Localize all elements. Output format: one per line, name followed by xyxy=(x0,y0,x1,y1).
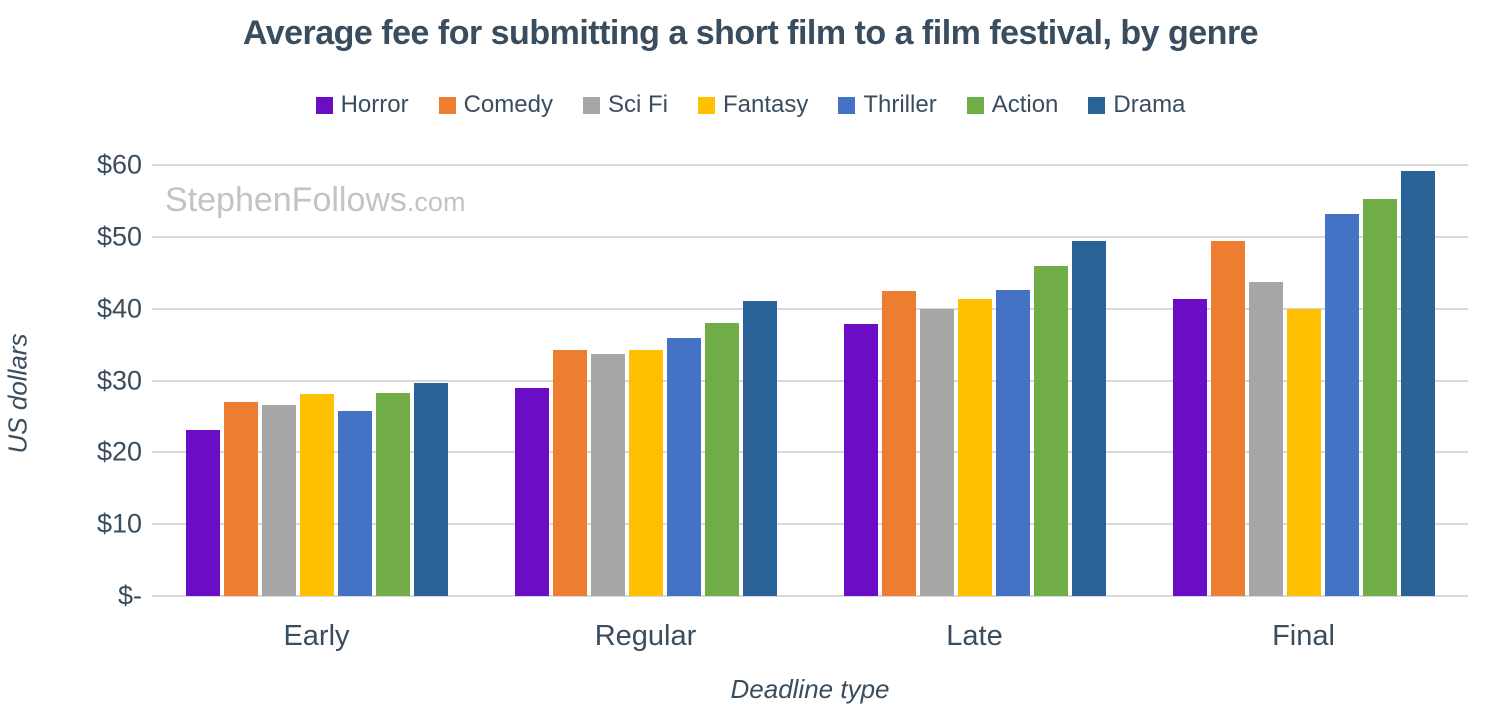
watermark: StephenFollows.com xyxy=(165,181,465,220)
legend-item-horror: Horror xyxy=(315,91,409,119)
x-tick-label-early: Early xyxy=(283,620,350,652)
bar-drama-final xyxy=(1400,170,1435,596)
bar-action-early xyxy=(375,393,410,596)
bar-drama-early xyxy=(413,383,448,596)
bar-fantasy-late xyxy=(957,298,992,596)
x-axis-title: Deadline type xyxy=(730,674,890,704)
gridline-60 xyxy=(152,164,1468,166)
bar-comedy-early xyxy=(223,402,258,596)
y-tick-label-0: $- xyxy=(117,580,142,611)
bar-horror-regular xyxy=(514,388,549,596)
bar-fantasy-regular xyxy=(628,349,663,596)
bar-group-late xyxy=(843,165,1106,596)
legend-label: Fantasy xyxy=(722,91,809,118)
gridline-40 xyxy=(152,307,1468,310)
legend-label: Sci Fi xyxy=(607,91,668,118)
y-axis-title: US dollars xyxy=(2,333,33,454)
chart-title: Average fee for submitting a short film … xyxy=(242,14,1259,52)
gridline-0 xyxy=(152,595,1468,597)
y-tick-label-50: $50 xyxy=(96,221,142,252)
bar-thriller-early xyxy=(337,410,372,596)
legend-swatch-icon xyxy=(438,96,456,114)
bar-comedy-late xyxy=(881,291,916,596)
legend-swatch-icon xyxy=(966,96,984,114)
bar-fantasy-final xyxy=(1286,309,1321,596)
legend: Horror Comedy Sci Fi Fantasy Thriller Action D… xyxy=(0,91,1501,119)
gridline-10 xyxy=(152,523,1468,526)
legend-label: Horror xyxy=(340,91,409,118)
bar-group-final xyxy=(1172,165,1435,596)
legend-item-drama: Drama xyxy=(1088,91,1185,119)
y-tick-label-40: $40 xyxy=(96,293,142,324)
bar-horror-final xyxy=(1172,299,1207,596)
bar-thriller-late xyxy=(995,290,1030,596)
bar-drama-regular xyxy=(742,301,777,596)
y-tick-label-20: $20 xyxy=(96,436,142,467)
bar-action-regular xyxy=(704,323,739,596)
legend-label: Comedy xyxy=(463,91,553,118)
y-tick-label-10: $10 xyxy=(96,508,142,539)
bar-group-early xyxy=(185,165,448,596)
bar-sci-fi-late xyxy=(919,309,954,596)
legend-swatch-icon xyxy=(697,96,715,114)
x-tick-label-late: Late xyxy=(946,620,1003,652)
bar-comedy-regular xyxy=(552,349,587,596)
bar-action-final xyxy=(1362,199,1397,596)
x-tick-label-regular: Regular xyxy=(594,620,697,652)
watermark-suffix: .com xyxy=(406,187,466,217)
watermark-main: StephenFollows xyxy=(165,181,407,219)
x-tick-label-final: Final xyxy=(1272,620,1335,652)
bar-thriller-regular xyxy=(666,338,701,596)
legend-item-action: Action xyxy=(966,91,1059,119)
bar-group-regular xyxy=(514,165,777,596)
legend-item-fantasy: Fantasy xyxy=(697,91,809,119)
legend-swatch-icon xyxy=(582,96,600,114)
bar-sci-fi-final xyxy=(1248,282,1283,596)
legend-swatch-icon xyxy=(838,96,856,114)
bar-action-late xyxy=(1033,265,1068,596)
legend-item-sci-fi: Sci Fi xyxy=(582,91,668,119)
y-tick-label-60: $60 xyxy=(96,149,142,180)
gridline-30 xyxy=(152,379,1468,382)
legend-swatch-icon xyxy=(315,96,333,114)
legend-swatch-icon xyxy=(1088,96,1106,114)
bar-drama-late xyxy=(1071,241,1106,596)
y-tick-label-30: $30 xyxy=(96,365,142,395)
bar-comedy-final xyxy=(1210,241,1245,596)
gridline-50 xyxy=(152,235,1468,238)
legend-label: Action xyxy=(991,91,1059,118)
gridline-20 xyxy=(152,451,1468,454)
legend-label: Drama xyxy=(1113,91,1186,118)
bar-sci-fi-regular xyxy=(590,353,625,596)
bar-sci-fi-early xyxy=(261,404,296,596)
bar-thriller-final xyxy=(1324,213,1359,596)
legend-label: Thriller xyxy=(863,91,937,118)
bar-horror-early xyxy=(185,430,220,596)
bar-horror-late xyxy=(843,323,878,596)
legend-item-comedy: Comedy xyxy=(438,91,553,119)
y-axis-tick-labels: $- $10 $20 $30 $40 $50 $60 xyxy=(22,150,142,611)
plot-area xyxy=(152,164,1468,597)
legend-item-thriller: Thriller xyxy=(838,91,937,119)
bar-fantasy-early xyxy=(299,394,334,596)
